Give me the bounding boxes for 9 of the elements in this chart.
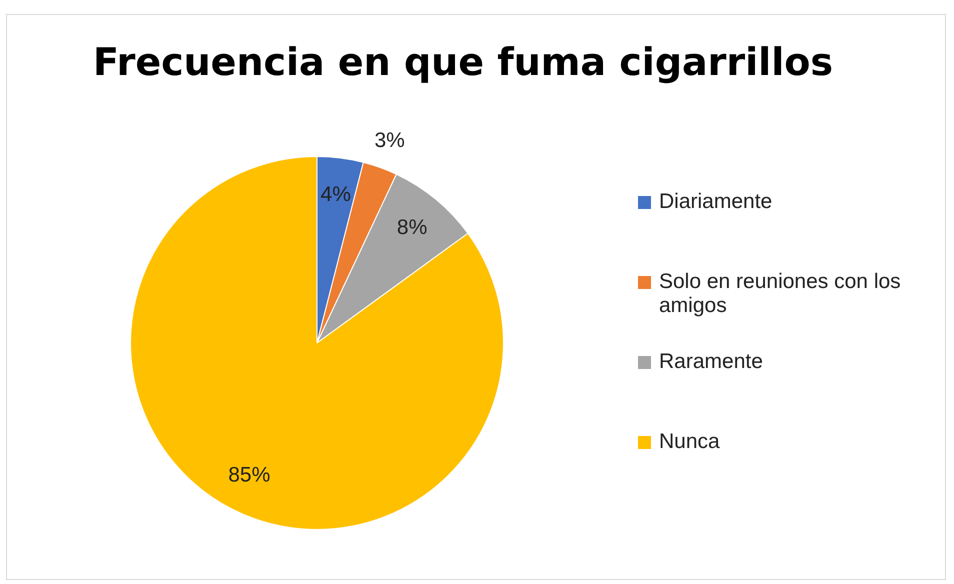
legend-label: Diariamente xyxy=(659,190,772,214)
legend-label: Nunca xyxy=(659,430,720,454)
legend-label: Raramente xyxy=(659,350,763,374)
data-label: 4% xyxy=(320,182,351,206)
chart-title: Frecuencia en que fuma cigarrillos xyxy=(92,40,834,84)
data-label: 85% xyxy=(228,464,270,487)
data-label: 3% xyxy=(374,129,405,152)
legend-label: Solo en reuniones con los amigos xyxy=(659,270,902,318)
data-label: 8% xyxy=(396,216,428,239)
